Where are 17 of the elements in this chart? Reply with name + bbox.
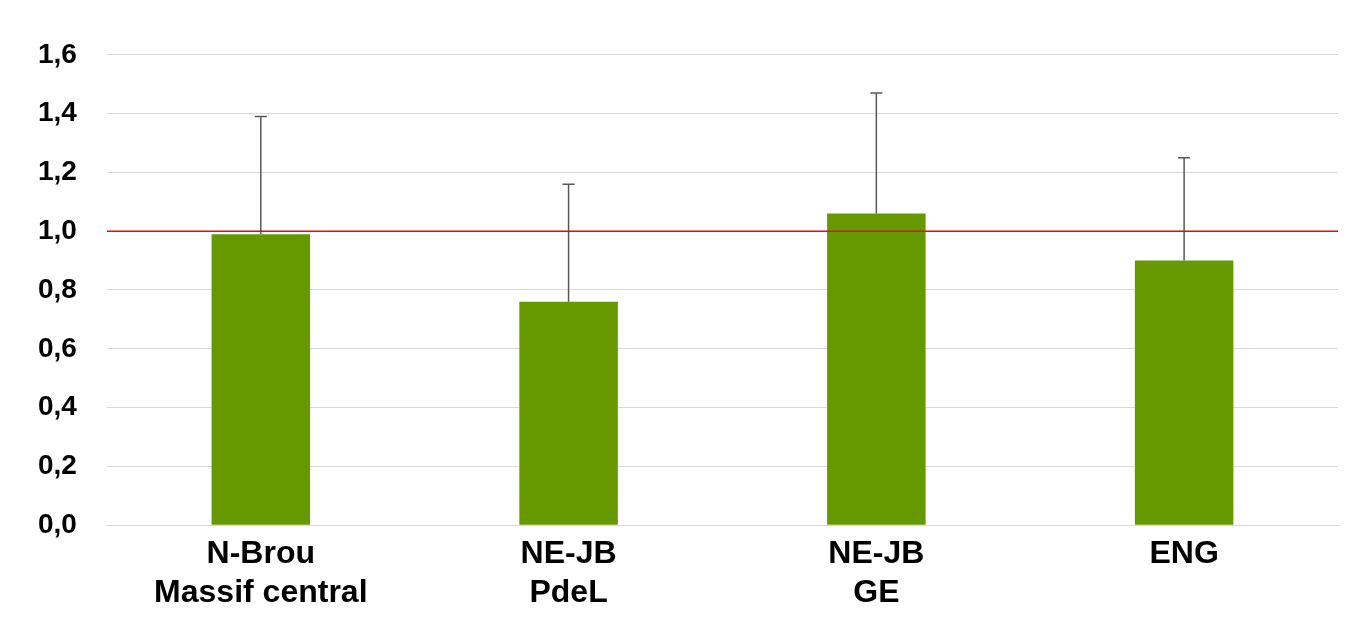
y-tick-label: 0,8	[37, 272, 77, 304]
bar	[519, 301, 618, 525]
y-tick-label: 1,0	[37, 213, 77, 245]
y-tick-label: 1,2	[37, 155, 77, 187]
bar	[1134, 260, 1234, 525]
x-tick-label: NE-JB GE	[828, 534, 925, 609]
y-tick-label: 1,6	[37, 37, 77, 69]
y-tick-label: 1,4	[37, 96, 78, 128]
y-tick-label: 0,6	[37, 331, 77, 363]
bar	[211, 234, 311, 525]
x-tick-label: N-Brou Massif central	[154, 534, 368, 609]
x-tick-label: ENG	[1149, 534, 1219, 571]
bar	[827, 213, 926, 525]
y-tick-label: 0,4	[37, 390, 78, 422]
y-tick-label: 0,2	[37, 449, 77, 481]
y-tick-label: 0,0	[37, 507, 77, 539]
x-tick-label: NE-JB PdeL	[520, 534, 617, 609]
